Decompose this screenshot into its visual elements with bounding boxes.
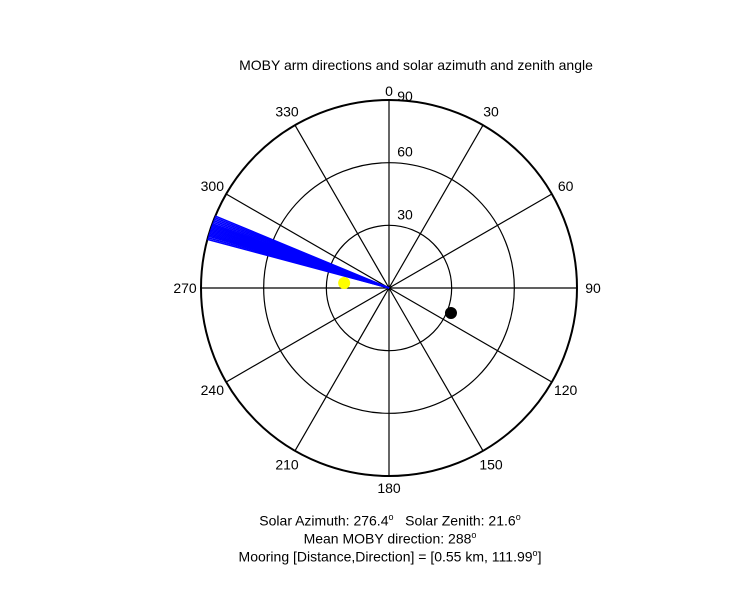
chart-title: MOBY arm directions and solar azimuth an… <box>239 57 593 73</box>
caption-line-1: Solar Azimuth: 276.4o Solar Zenith: 21.6… <box>0 508 750 530</box>
radial-tick-label: 30 <box>397 206 413 222</box>
angle-tick-label: 0 <box>385 83 393 99</box>
degree-symbol: o <box>515 512 521 522</box>
angle-tick-label: 300 <box>201 178 225 194</box>
angle-tick-label: 210 <box>275 457 299 473</box>
grid-spoke <box>388 287 484 452</box>
grid-ring <box>263 162 515 414</box>
caption-line-3: Mooring [Distance,Direction] = [0.55 km,… <box>0 544 750 566</box>
polar-grid: 0 30 60 90 120 150 180 210 240 270 300 330 30 60 90 <box>173 83 601 496</box>
angle-tick-label: 60 <box>558 178 574 194</box>
angle-tick-label: 240 <box>201 382 225 398</box>
arm-direction-line <box>215 215 390 289</box>
grid-spoke <box>294 124 390 289</box>
radial-tick-label: 60 <box>397 144 413 160</box>
angle-tick-label: 30 <box>483 103 499 119</box>
grid-spoke <box>225 287 390 383</box>
radial-tick-label: 90 <box>397 88 413 104</box>
degree-symbol: o <box>388 512 394 522</box>
chart-marks <box>207 215 457 320</box>
grid-spoke <box>294 287 390 452</box>
solar-zenith-label: Solar Zenith: 21.6 <box>405 512 516 529</box>
degree-symbol: o <box>532 548 538 558</box>
grid-spoke <box>388 124 484 289</box>
angle-tick-label: 150 <box>479 457 503 473</box>
grid-spoke <box>225 193 390 289</box>
mean-direction-label: Mean MOBY direction: 288 <box>303 530 472 547</box>
grid-ring <box>200 99 578 477</box>
caption-line-2: Mean MOBY direction: 288o <box>0 526 750 548</box>
angle-tick-label: 180 <box>377 480 401 496</box>
angle-tick-label: 120 <box>554 382 578 398</box>
grid-spoke <box>388 287 553 383</box>
grid-ring <box>325 224 453 352</box>
degree-symbol: o <box>471 530 477 540</box>
angle-tick-label: 90 <box>585 280 601 296</box>
angle-tick-label: 270 <box>173 280 197 296</box>
mooring-label-tail: ] <box>537 548 542 565</box>
mooring-label: Mooring [Distance,Direction] = [0.55 km,… <box>238 548 533 565</box>
angle-tick-label: 330 <box>275 103 299 119</box>
solar-azimuth-label: Solar Azimuth: 276.4 <box>259 512 389 529</box>
mooring-point <box>444 307 457 320</box>
grid-spoke <box>388 193 553 289</box>
solar-point <box>338 276 351 289</box>
